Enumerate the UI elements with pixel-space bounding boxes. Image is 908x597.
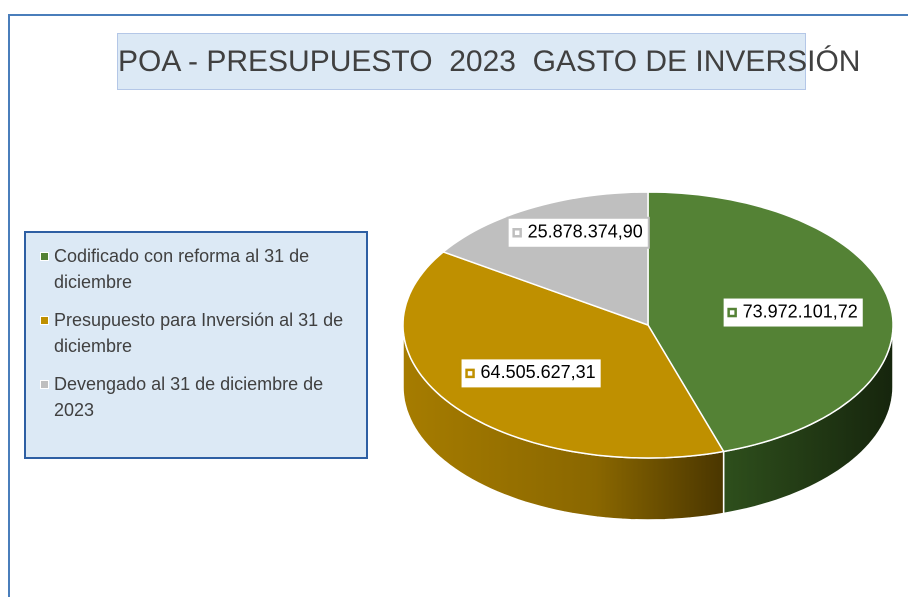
data-label-text: 64.505.627,31 <box>481 362 596 382</box>
legend-item: Presupuesto para Inversión al 31 de dici… <box>38 307 354 359</box>
data-label: 64.505.627,31 <box>459 357 603 390</box>
legend-swatch <box>40 252 49 261</box>
data-label-box <box>459 357 603 390</box>
slice <box>402 251 725 459</box>
legend-swatch <box>40 316 49 325</box>
data-label: 73.972.101,72 <box>721 296 865 329</box>
data-label-box <box>506 216 650 249</box>
data-label: 25.878.374,90 <box>506 216 650 249</box>
legend-label: Codificado con reforma al 31 de diciembr… <box>54 246 310 292</box>
data-label-marker <box>465 368 475 379</box>
legend-label: Devengado al 31 de diciembre de 2023 <box>54 374 324 420</box>
legend-swatch <box>40 380 49 389</box>
legend-label: Presupuesto para Inversión al 31 de dici… <box>54 310 344 356</box>
legend-item: Devengado al 31 de diciembre de 2023 <box>38 371 354 423</box>
legend-item: Codificado con reforma al 31 de diciembr… <box>38 243 354 295</box>
data-label-marker <box>727 307 737 318</box>
data-label-text: 73.972.101,72 <box>743 301 858 321</box>
frame <box>8 14 908 597</box>
data-label-box <box>721 296 865 329</box>
data-label-marker <box>512 228 522 238</box>
legend: Codificado con reforma al 31 de diciembr… <box>24 231 368 459</box>
data-label-text: 25.878.374,90 <box>528 222 643 242</box>
